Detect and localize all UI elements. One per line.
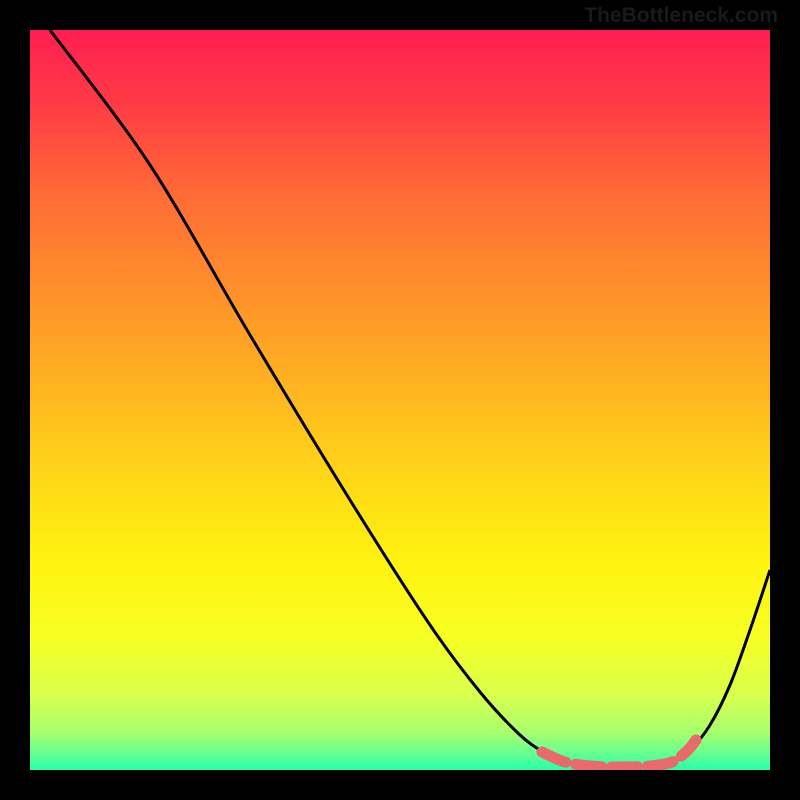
gradient-background xyxy=(30,30,770,770)
branding-text: TheBottleneck.com xyxy=(584,4,778,28)
chart-plot-area xyxy=(30,30,770,770)
chart-svg xyxy=(30,30,770,770)
